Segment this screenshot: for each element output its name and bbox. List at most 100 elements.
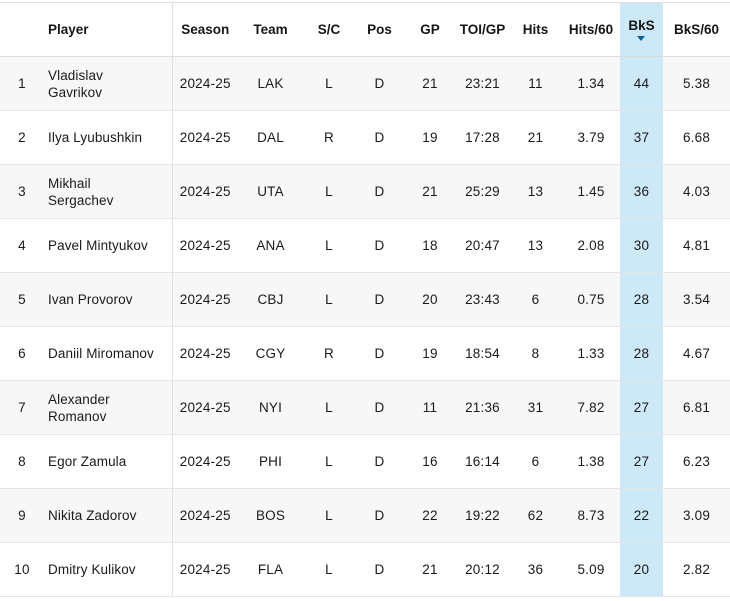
cell-hits: 13 [509, 164, 562, 219]
cell-gp: 18 [404, 218, 456, 273]
cell-team: ANA [238, 218, 303, 273]
cell-gp: 19 [404, 110, 456, 165]
cell-bks: 28 [620, 326, 663, 381]
cell-team: BOS [238, 488, 303, 543]
cell-team: DAL [238, 110, 303, 165]
cell-bks: 20 [620, 542, 663, 597]
cell-bks60: 6.23 [663, 434, 730, 489]
table-row: 8 Egor Zamula 2024-25 PHI L D 16 16:14 6 1.38 27 6.… [0, 434, 730, 489]
cell-pos: D [355, 272, 404, 327]
cell-hits60: 1.33 [562, 326, 620, 381]
cell-bks60: 2.82 [663, 542, 730, 597]
cell-hits60: 1.34 [562, 56, 620, 111]
cell-hits: 36 [509, 542, 562, 597]
cell-toigp: 19:22 [456, 488, 509, 543]
cell-player: Nikita Zadorov [44, 488, 172, 543]
cell-hits60: 1.38 [562, 434, 620, 489]
cell-sc: L [303, 434, 355, 489]
column-header-sc[interactable]: S/C [303, 2, 355, 57]
cell-bks60: 6.81 [663, 380, 730, 435]
sort-desc-icon [637, 36, 646, 41]
cell-bks60: 4.03 [663, 164, 730, 219]
column-header-pos[interactable]: Pos [355, 2, 404, 57]
cell-season: 2024-25 [171, 542, 238, 597]
cell-hits: 6 [509, 434, 562, 489]
column-header-hits[interactable]: Hits [509, 2, 562, 57]
cell-rank: 5 [0, 272, 44, 327]
column-label-sc: S/C [317, 22, 341, 37]
cell-bks: 28 [620, 272, 663, 327]
cell-hits60: 0.75 [562, 272, 620, 327]
table-body: 1 Vladislav Gavrikov 2024-25 LAK L D 21 23:21 11… [0, 56, 730, 597]
cell-player: Egor Zamula [44, 434, 172, 489]
cell-team: UTA [238, 164, 303, 219]
cell-bks60: 3.09 [663, 488, 730, 543]
cell-sc: L [303, 542, 355, 597]
cell-team: CGY [238, 326, 303, 381]
column-label-team: Team [253, 22, 288, 37]
cell-sc: L [303, 272, 355, 327]
cell-sc: L [303, 218, 355, 273]
column-label-hits: Hits [522, 22, 549, 37]
cell-player: Alexander Romanov [44, 380, 172, 435]
cell-pos: D [355, 380, 404, 435]
column-label-pos: Pos [367, 22, 392, 37]
column-header-hits60[interactable]: Hits/60 [562, 2, 620, 57]
cell-sc: L [303, 380, 355, 435]
table-row: 5 Ivan Provorov 2024-25 CBJ L D 20 23:43 6 0.75 28… [0, 272, 730, 327]
column-header-season[interactable]: Season [171, 2, 238, 57]
cell-hits60: 8.73 [562, 488, 620, 543]
column-header-bks60[interactable]: BkS/60 [663, 2, 730, 57]
column-header-player[interactable]: Player [44, 2, 172, 57]
column-header-bks[interactable]: BkS [620, 2, 663, 57]
column-label-hits60: Hits/60 [568, 22, 614, 37]
cell-bks60: 5.38 [663, 56, 730, 111]
cell-pos: D [355, 434, 404, 489]
cell-bks: 27 [620, 380, 663, 435]
column-label-player: Player [48, 22, 89, 37]
cell-rank: 10 [0, 542, 44, 597]
cell-sc: R [303, 326, 355, 381]
column-header-team[interactable]: Team [238, 2, 303, 57]
table-row: 7 Alexander Romanov 2024-25 NYI L D 11 21:36 31 7… [0, 380, 730, 435]
table-row: 9 Nikita Zadorov 2024-25 BOS L D 22 19:22 62 8.73… [0, 488, 730, 543]
table-row: 4 Pavel Mintyukov 2024-25 ANA L D 18 20:47 13 2.0… [0, 218, 730, 273]
cell-bks: 30 [620, 218, 663, 273]
column-header-rank[interactable] [0, 2, 44, 57]
cell-season: 2024-25 [171, 326, 238, 381]
cell-player: Vladislav Gavrikov [44, 56, 172, 111]
column-header-toigp[interactable]: TOI/GP [456, 2, 509, 57]
cell-sc: R [303, 110, 355, 165]
cell-player: Ivan Provorov [44, 272, 172, 327]
cell-hits: 21 [509, 110, 562, 165]
cell-team: PHI [238, 434, 303, 489]
cell-rank: 9 [0, 488, 44, 543]
cell-bks: 44 [620, 56, 663, 111]
cell-season: 2024-25 [171, 434, 238, 489]
table-row: 10 Dmitry Kulikov 2024-25 FLA L D 21 20:12 36 5.0… [0, 542, 730, 597]
cell-rank: 7 [0, 380, 44, 435]
cell-bks: 22 [620, 488, 663, 543]
cell-toigp: 20:12 [456, 542, 509, 597]
cell-hits: 6 [509, 272, 562, 327]
cell-season: 2024-25 [171, 110, 238, 165]
cell-season: 2024-25 [171, 164, 238, 219]
cell-hits60: 5.09 [562, 542, 620, 597]
cell-rank: 6 [0, 326, 44, 381]
header-row: Player Season Team S/C Pos GP TOI/GP Hits Hits/6… [0, 2, 730, 57]
cell-pos: D [355, 326, 404, 381]
cell-gp: 11 [404, 380, 456, 435]
column-label-gp: GP [420, 22, 440, 37]
column-label-toigp: TOI/GP [459, 22, 506, 37]
cell-team: LAK [238, 56, 303, 111]
column-header-gp[interactable]: GP [404, 2, 456, 57]
cell-hits: 13 [509, 218, 562, 273]
cell-bks: 37 [620, 110, 663, 165]
cell-rank: 1 [0, 56, 44, 111]
cell-toigp: 16:14 [456, 434, 509, 489]
cell-hits60: 3.79 [562, 110, 620, 165]
cell-season: 2024-25 [171, 380, 238, 435]
table-row: 6 Daniil Miromanov 2024-25 CGY R D 19 18:54 8 1.3… [0, 326, 730, 381]
